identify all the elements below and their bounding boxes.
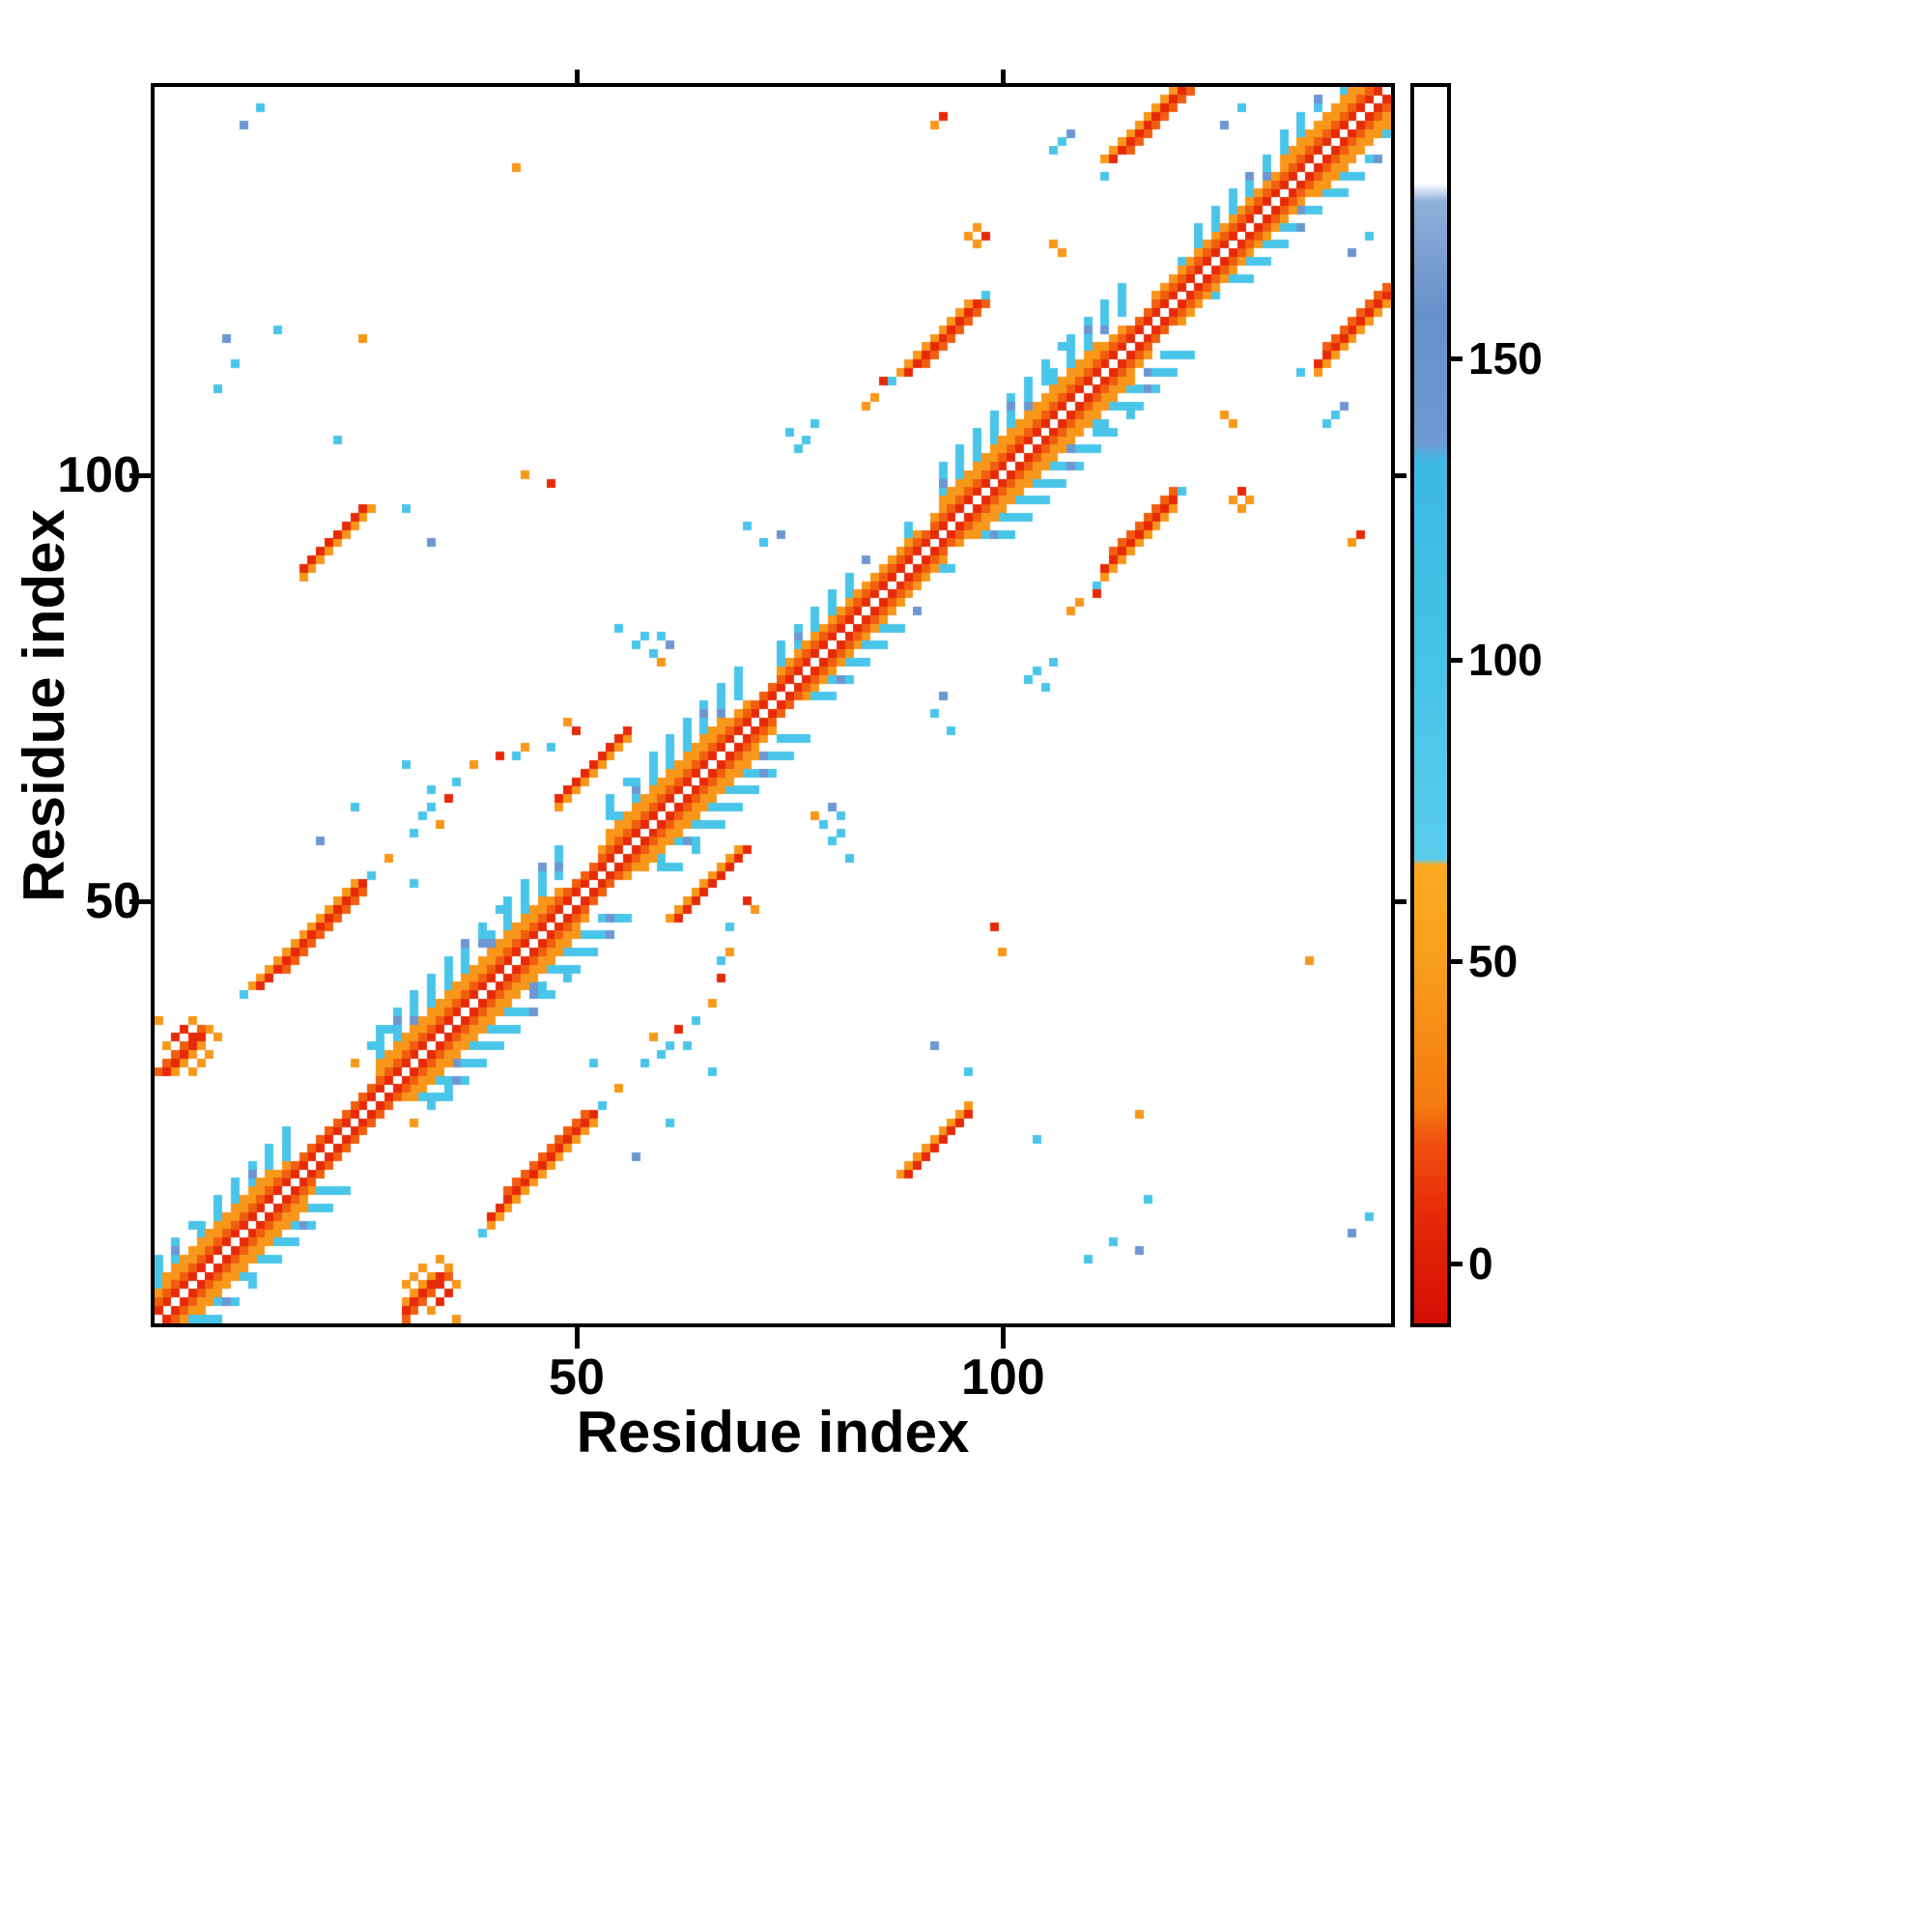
- x-tick-label: 100: [960, 1350, 1045, 1406]
- colorbar: [1410, 83, 1451, 1327]
- colorbar-gradient: [1414, 87, 1447, 1323]
- x-axis-tick: [1001, 1327, 1007, 1349]
- x-axis-tick-top: [1001, 70, 1007, 83]
- y-axis-tick-right: [1395, 899, 1406, 905]
- colorbar-tick-label: 0: [1468, 1237, 1493, 1289]
- plot-area: [151, 83, 1395, 1327]
- y-axis-tick: [129, 472, 151, 478]
- colorbar-tick: [1447, 1261, 1463, 1266]
- x-axis-tick: [574, 1327, 580, 1349]
- contact-map-canvas: [155, 87, 1391, 1323]
- x-axis-label: Residue index: [576, 1400, 970, 1464]
- y-tick-label: 50: [85, 873, 141, 930]
- x-tick-label: 50: [549, 1350, 605, 1406]
- y-axis-label: Residue index: [11, 508, 76, 902]
- y-axis-label-box: Residue index: [5, 87, 82, 1323]
- colorbar-tick-label: 50: [1468, 936, 1519, 987]
- y-axis-tick-right: [1395, 472, 1406, 478]
- colorbar-tick-label: 150: [1468, 332, 1543, 384]
- colorbar-tick: [1447, 959, 1463, 965]
- y-axis-tick: [129, 899, 151, 905]
- x-axis-tick-top: [574, 70, 580, 83]
- colorbar-tick: [1447, 658, 1463, 664]
- colorbar-tick-label: 100: [1468, 635, 1543, 686]
- colorbar-tick: [1447, 355, 1463, 361]
- y-tick-label: 100: [57, 446, 141, 503]
